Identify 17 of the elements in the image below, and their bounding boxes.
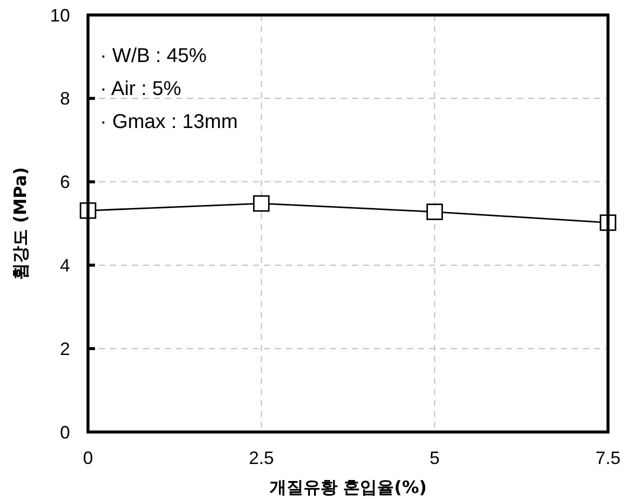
y-tick-label: 0	[60, 422, 70, 442]
x-tick-label: 0	[82, 448, 94, 468]
point	[253, 195, 270, 212]
x-tick-label: 7.5	[595, 448, 621, 468]
annotation: · Gmax : 13mm	[100, 111, 238, 133]
y-tick-label: 8	[60, 88, 70, 109]
x-axis-title: 개질유황 혼입율(%)	[269, 478, 427, 498]
y-tick-label: 4	[60, 256, 70, 276]
annotation: · W/B : 45%	[100, 45, 207, 67]
point	[426, 204, 443, 220]
y-tick-label: 2	[60, 338, 70, 359]
y-axis-title: 휨강도 (MPa)	[11, 167, 31, 280]
y-tick-label: 10	[50, 5, 70, 26]
annotation: · Air : 5%	[100, 78, 182, 100]
x-tick-label: 2.5	[248, 448, 274, 468]
y-tick-label: 6	[60, 172, 70, 192]
x-tick-label: 5	[430, 448, 440, 468]
